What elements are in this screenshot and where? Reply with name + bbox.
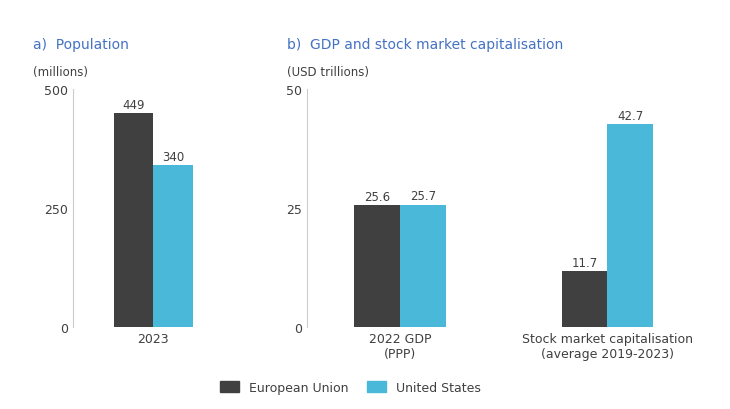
Text: a)  Population: a) Population — [33, 38, 128, 52]
Text: 11.7: 11.7 — [572, 256, 598, 269]
Text: (USD trillions): (USD trillions) — [287, 66, 369, 79]
Text: b)  GDP and stock market capitalisation: b) GDP and stock market capitalisation — [287, 38, 563, 52]
Text: 25.7: 25.7 — [410, 190, 436, 203]
Legend: European Union, United States: European Union, United States — [215, 376, 485, 399]
Bar — [400, 205, 445, 327]
Bar — [153, 166, 193, 327]
Bar — [607, 125, 653, 327]
Bar — [114, 114, 153, 327]
Text: 42.7: 42.7 — [617, 109, 643, 122]
Text: 25.6: 25.6 — [364, 191, 391, 203]
Bar — [354, 206, 400, 327]
Text: 449: 449 — [123, 99, 145, 112]
Text: (millions): (millions) — [33, 66, 88, 79]
Bar — [562, 272, 607, 327]
Text: 340: 340 — [162, 151, 184, 164]
